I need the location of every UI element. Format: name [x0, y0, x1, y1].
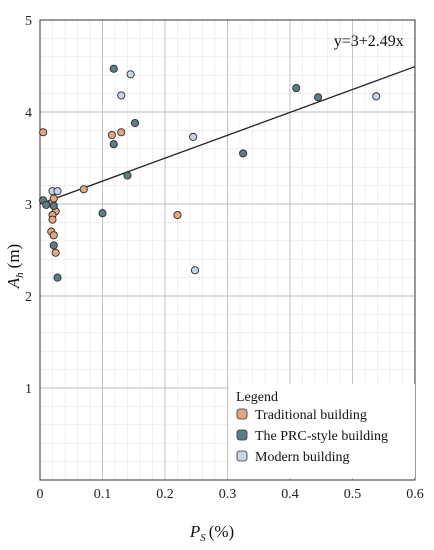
- point-modern: [190, 266, 200, 275]
- legend-swatch-modern: [236, 450, 248, 462]
- x-tick-label: 0.2: [156, 487, 174, 502]
- y-tick-label: 4: [25, 106, 32, 121]
- x-tick-label: 0: [37, 487, 44, 502]
- x-axis-title-unit: (%): [209, 522, 234, 541]
- y-axis-title-unit: (m): [4, 244, 23, 269]
- y-axis-title-subscript: h: [14, 272, 26, 278]
- x-tick-label: 0.3: [219, 487, 237, 502]
- x-tick-label: 0.4: [281, 487, 299, 502]
- point-prc: [239, 149, 248, 158]
- legend-entry-modern: Modern building: [236, 450, 350, 465]
- point-modern: [189, 132, 198, 141]
- point-prc: [49, 241, 58, 250]
- legend-entry-prc: The PRC-style building: [236, 429, 388, 444]
- legend-label-prc: The PRC-style building: [255, 429, 388, 444]
- legend-label-modern: Modern building: [255, 450, 350, 465]
- point-traditional: [107, 130, 116, 140]
- legend-title: Legend: [236, 390, 278, 405]
- point-traditional: [173, 210, 182, 220]
- x-axis-title-subscript: S: [200, 532, 206, 544]
- point-traditional: [51, 248, 60, 257]
- y-tick-label: 1: [25, 382, 32, 397]
- legend-swatch-traditional: [236, 408, 248, 420]
- x-tick-label: 0.1: [94, 487, 112, 502]
- point-prc: [109, 64, 118, 73]
- point-prc: [42, 200, 51, 209]
- legend-box: [229, 384, 415, 478]
- x-tick-labels: 0 0.1 0.2 0.3 0.4 0.5 0.6: [37, 487, 424, 502]
- x-axis-title-main: P: [189, 522, 200, 541]
- point-modern: [117, 91, 126, 100]
- point-prc: [109, 140, 118, 149]
- fit-line: [39, 65, 416, 205]
- fit-line-equation: y=3+2.49x: [334, 33, 404, 50]
- point-traditional: [49, 194, 58, 203]
- y-tick-label: 2: [25, 290, 32, 305]
- x-tick-label: 0.6: [406, 487, 424, 502]
- y-tick-labels: 1 2 3 4 5: [25, 14, 32, 397]
- y-tick-label: 5: [25, 14, 32, 29]
- point-traditional: [48, 215, 57, 224]
- point-prc: [130, 118, 140, 128]
- point-prc: [314, 93, 323, 102]
- legend: Legend Traditional building The PRC-styl…: [229, 384, 415, 478]
- point-prc: [49, 201, 58, 210]
- x-axis-title: PS (%): [189, 522, 234, 544]
- point-traditional: [49, 231, 58, 240]
- data-points: [39, 64, 381, 282]
- point-traditional: [39, 128, 48, 137]
- point-prc: [292, 84, 301, 93]
- plot-frame: [39, 19, 416, 481]
- point-prc: [98, 209, 107, 218]
- y-tick-label: 3: [25, 198, 32, 213]
- point-traditional: [79, 185, 88, 194]
- legend-label-traditional: Traditional building: [255, 408, 367, 423]
- legend-swatch-prc: [236, 429, 248, 441]
- point-traditional: [117, 128, 126, 137]
- y-axis-title-main: A: [4, 277, 23, 289]
- legend-entry-traditional: Traditional building: [236, 408, 367, 423]
- point-modern: [126, 70, 135, 79]
- point-prc: [123, 171, 132, 180]
- y-axis-title: Ah (m): [4, 244, 26, 289]
- point-prc: [53, 273, 62, 282]
- point-modern: [53, 187, 62, 196]
- x-tick-label: 0.5: [344, 487, 362, 502]
- point-modern: [372, 92, 381, 101]
